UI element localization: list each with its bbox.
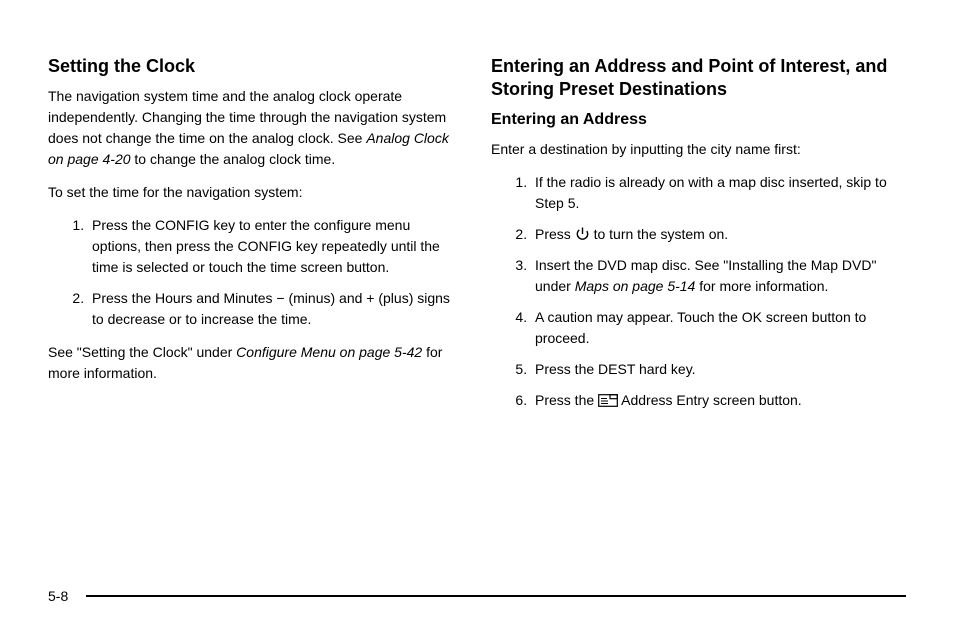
heading-setting-clock: Setting the Clock <box>48 55 463 78</box>
left-column: Setting the Clock The navigation system … <box>48 55 463 423</box>
text: for more information. <box>695 278 828 294</box>
text: Address Entry screen button. <box>618 392 802 408</box>
steps-enter-address: If the radio is already on with a map di… <box>491 172 906 411</box>
list-item: Press the DEST hard key. <box>531 359 906 380</box>
text: Press the <box>535 392 598 408</box>
page-footer: 5-8 <box>48 588 906 604</box>
right-column: Entering an Address and Point of Interes… <box>491 55 906 423</box>
power-icon <box>575 226 590 241</box>
text: Press <box>535 226 575 242</box>
list-item: Press to turn the system on. <box>531 224 906 245</box>
footer-rule <box>86 595 906 597</box>
para-enter-dest-intro: Enter a destination by inputting the cit… <box>491 139 906 160</box>
para-see-configure: See "Setting the Clock" under Configure … <box>48 342 463 384</box>
para-set-time-intro: To set the time for the navigation syste… <box>48 182 463 203</box>
text: to turn the system on. <box>590 226 729 242</box>
address-entry-icon <box>598 394 618 407</box>
steps-set-clock: Press the CONFIG key to enter the config… <box>48 215 463 330</box>
heading-entering-address-poi: Entering an Address and Point of Interes… <box>491 55 906 102</box>
text: See "Setting the Clock" under <box>48 344 236 360</box>
list-item: Press the Hours and Minutes − (minus) an… <box>88 288 463 330</box>
content-columns: Setting the Clock The navigation system … <box>48 55 906 423</box>
text: to change the analog clock time. <box>131 151 336 167</box>
ref-configure-menu: Configure Menu on page 5‑42 <box>236 344 422 360</box>
para-clock-intro: The navigation system time and the analo… <box>48 86 463 170</box>
list-item: Press the CONFIG key to enter the config… <box>88 215 463 278</box>
page-number: 5-8 <box>48 588 68 604</box>
list-item: Insert the DVD map disc. See "Installing… <box>531 255 906 297</box>
ref-maps: Maps on page 5‑14 <box>575 278 696 294</box>
list-item: Press the Address Entry screen button. <box>531 390 906 411</box>
list-item: If the radio is already on with a map di… <box>531 172 906 214</box>
list-item: A caution may appear. Touch the OK scree… <box>531 307 906 349</box>
heading-entering-address: Entering an Address <box>491 110 906 131</box>
